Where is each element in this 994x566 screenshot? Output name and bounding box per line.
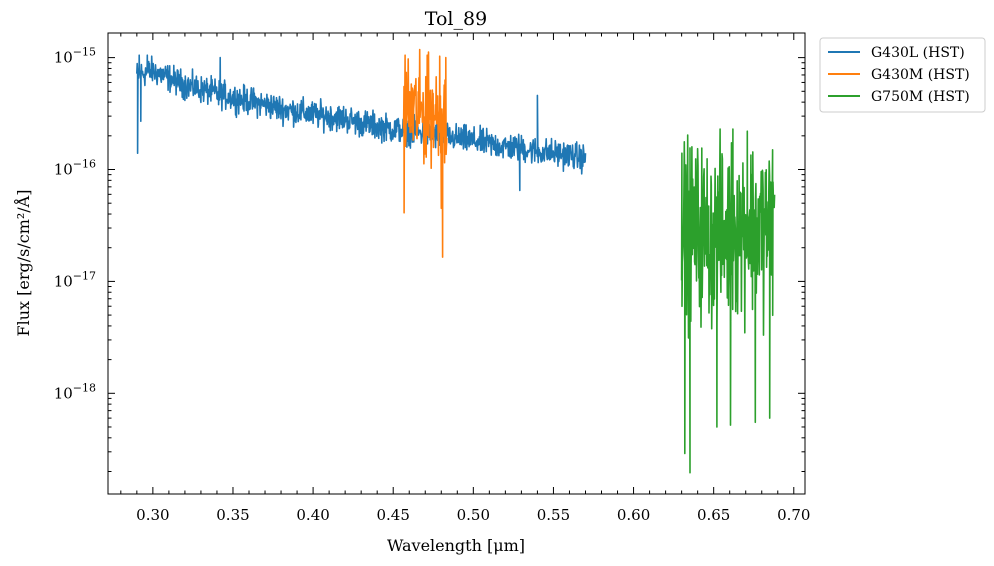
x-tick-label: 0.35 [216, 506, 249, 524]
x-tick-label: 0.40 [296, 506, 329, 524]
series-line-2 [402, 48, 448, 258]
x-tick-label: 0.60 [617, 506, 650, 524]
axis-tick-labels: 0.30 0.35 0.40 0.45 0.50 0.55 0.60 0.65 0.70 10−1… [54, 46, 811, 524]
series-line-1 [136, 54, 587, 192]
x-tick-label: 0.65 [697, 506, 730, 524]
x-tick-label: 0.45 [377, 506, 410, 524]
y-tick-label: 10−18 [54, 381, 96, 402]
y-tick-label: 10−16 [54, 158, 96, 179]
y-tick-label: 10−17 [54, 269, 96, 290]
x-tick-label: 0.30 [136, 506, 169, 524]
x-axis-label: Wavelength [μm] [387, 536, 525, 555]
x-tick-label: 0.50 [457, 506, 490, 524]
chart-title: Tol_89 [425, 8, 487, 30]
axis-ticks [108, 33, 805, 494]
y-axis-label: Flux [erg/s/cm²/Å] [13, 190, 33, 337]
series-line-3 [680, 128, 776, 474]
legend-label-2: G430M (HST) [871, 67, 970, 83]
series-layer [136, 48, 776, 474]
y-tick-label: 10−15 [54, 46, 96, 67]
plot-frame [107, 32, 806, 495]
legend-label-3: G750M (HST) [871, 89, 970, 105]
x-tick-label: 0.55 [537, 506, 570, 524]
legend-label-1: G430L (HST) [871, 45, 965, 61]
x-tick-label: 0.70 [777, 506, 810, 524]
legend-box [819, 37, 986, 113]
legend: G430L (HST) G430M (HST) G750M (HST) [819, 37, 986, 113]
